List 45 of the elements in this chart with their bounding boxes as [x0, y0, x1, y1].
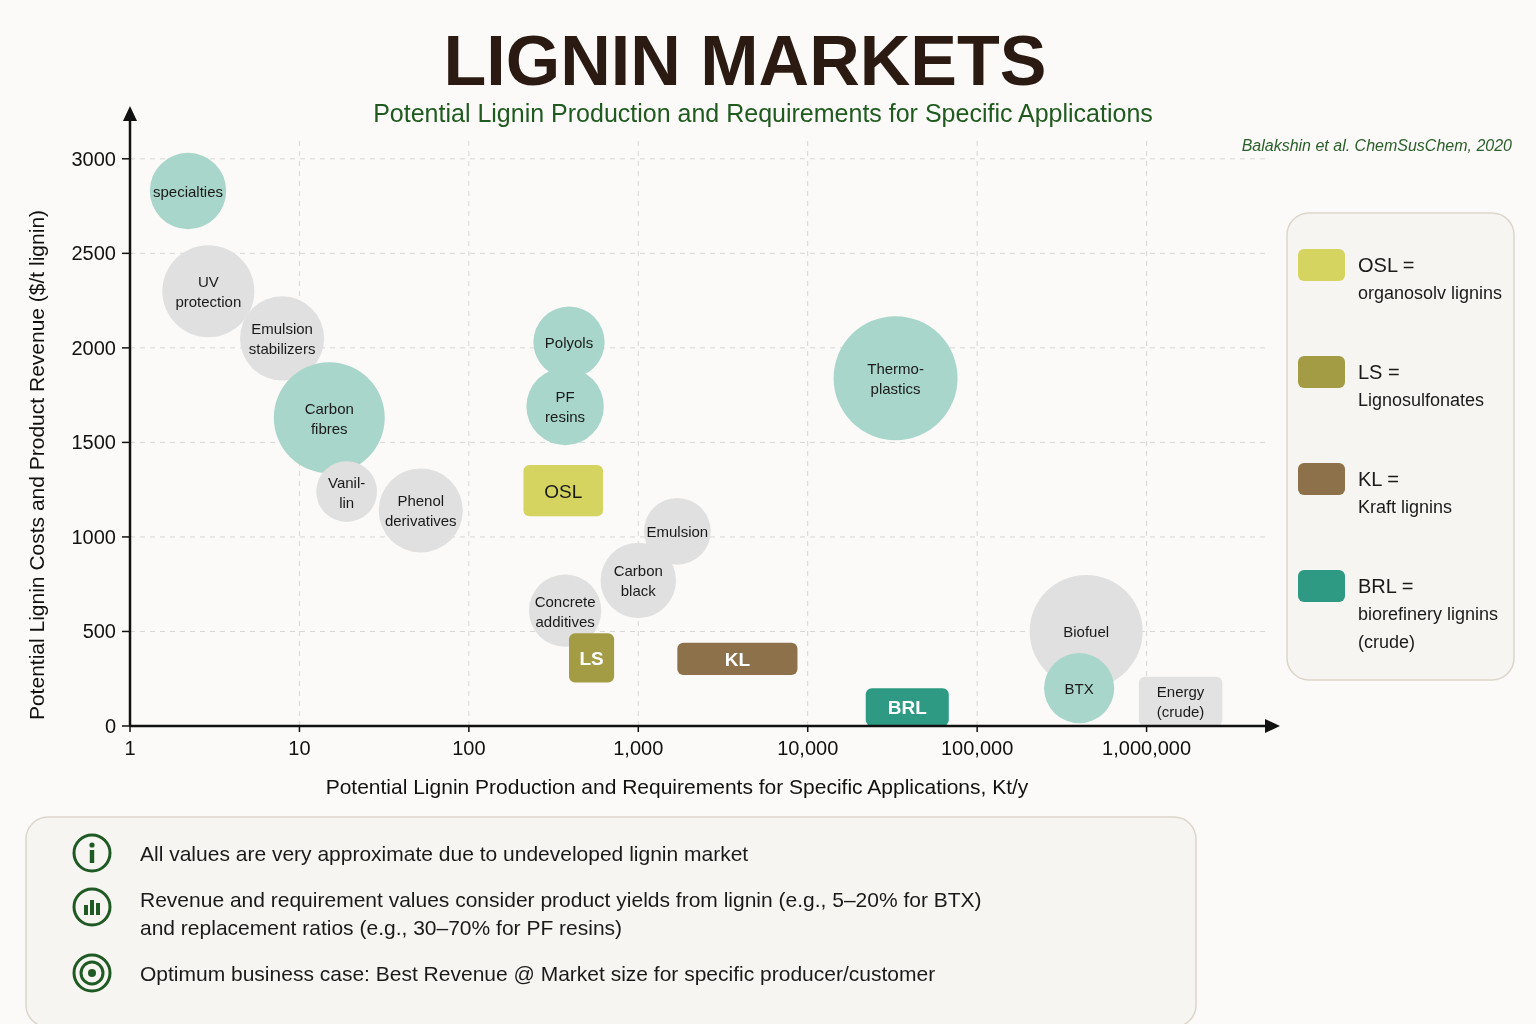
x-tick-label: 10,000 — [777, 737, 839, 759]
y-tick-label: 0 — [104, 715, 116, 737]
annotation: UV protection — [175, 272, 242, 310]
annotation: Vanil- lin — [328, 473, 366, 511]
text: All values are very approximate due to undeveloped lignin market — [140, 841, 749, 865]
y-tick-label: 500 — [82, 620, 116, 643]
legend-label: OSL = organosolv lignins — [1358, 254, 1503, 303]
x-tick-label: 1,000 — [613, 737, 664, 759]
chart-subtitle: Potential Lignin Production and Requirements for Specific Applications — [373, 99, 1153, 127]
annotation: Emulsion — [646, 522, 709, 540]
y-tick-label: 3000 — [71, 147, 116, 170]
x-axis-title: Potential Lignin Production and Requirements for Specific Applications, Kt/y — [325, 774, 1029, 798]
annotation: BTX — [1064, 679, 1094, 697]
text: Revenue and requirement values consider product yields from lignin (e.g., 5–20% for BTX) and replacement ratios (e.g., 30–70% for PF resins) — [140, 887, 982, 939]
annotation: Polyols — [544, 333, 594, 351]
y-tick-label: 1500 — [71, 431, 116, 454]
x-tick-label: 1 — [124, 737, 136, 759]
annotation: OSL — [544, 480, 583, 502]
x-tick-label: 10 — [288, 737, 311, 759]
annotation: Phenol derivatives — [384, 491, 457, 529]
x-tick-label: 100 — [452, 737, 486, 759]
legend-label: LS = Lignosulfonates — [1358, 361, 1485, 410]
y-tick-label: 1000 — [71, 525, 116, 548]
annotation: Carbon fibres — [304, 399, 354, 437]
x-tick-label: 1,000,000 — [1102, 737, 1192, 759]
annotation: Emulsion stabilizers — [248, 319, 316, 357]
annotation: Balakshin et al. ChemSusChem, 2020 — [1241, 137, 1513, 154]
annotation: PF resins — [545, 387, 586, 425]
annotation: Thermo- plastics — [867, 359, 924, 397]
annotation: BRL — [887, 696, 928, 718]
legend-label: KL = Kraft lignins — [1358, 468, 1453, 517]
annotation: specialties — [152, 182, 224, 200]
annotation: Concrete additives — [534, 592, 596, 630]
text: Optimum business case: Best Revenue @ Market size for specific producer/customer — [140, 961, 936, 985]
annotation: Energy (crude) — [1156, 682, 1205, 720]
chart-title: LIGNIN MARKETS — [443, 22, 1047, 100]
annotation: Biofuel — [1063, 622, 1110, 640]
annotation: LS — [579, 647, 604, 669]
legend-label: BRL = biorefinery lignins (crude) — [1358, 575, 1499, 652]
y-axis-title: Potential Lignin Costs and Product Revenue ($/t lignin) — [24, 209, 48, 721]
y-tick-label: 2500 — [71, 242, 116, 265]
y-tick-label: 2000 — [71, 336, 116, 359]
annotation: Carbon black — [613, 561, 663, 599]
annotation: KL — [724, 648, 751, 670]
x-tick-label: 100,000 — [941, 737, 1014, 759]
